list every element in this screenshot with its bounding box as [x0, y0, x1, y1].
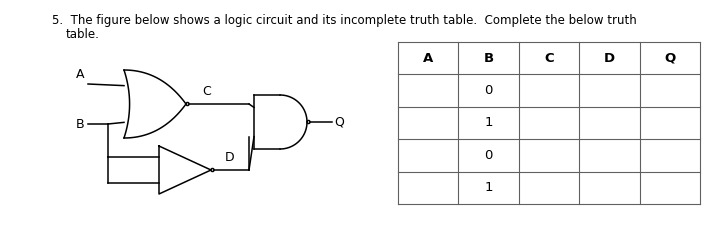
Text: B: B: [75, 117, 84, 131]
Text: Q: Q: [334, 115, 344, 129]
Text: C: C: [203, 85, 211, 98]
Text: 5.  The figure below shows a logic circuit and its incomplete truth table.  Comp: 5. The figure below shows a logic circui…: [52, 14, 637, 27]
Text: Q: Q: [664, 52, 675, 65]
Text: A: A: [75, 68, 84, 81]
Text: 0: 0: [485, 149, 493, 162]
Text: C: C: [544, 52, 553, 65]
Text: 1: 1: [484, 116, 493, 130]
Text: table.: table.: [66, 28, 100, 41]
Text: B: B: [483, 52, 493, 65]
Text: D: D: [604, 52, 615, 65]
Text: D: D: [226, 151, 235, 164]
Text: 0: 0: [485, 84, 493, 97]
Text: 1: 1: [484, 181, 493, 194]
Text: A: A: [423, 52, 433, 65]
